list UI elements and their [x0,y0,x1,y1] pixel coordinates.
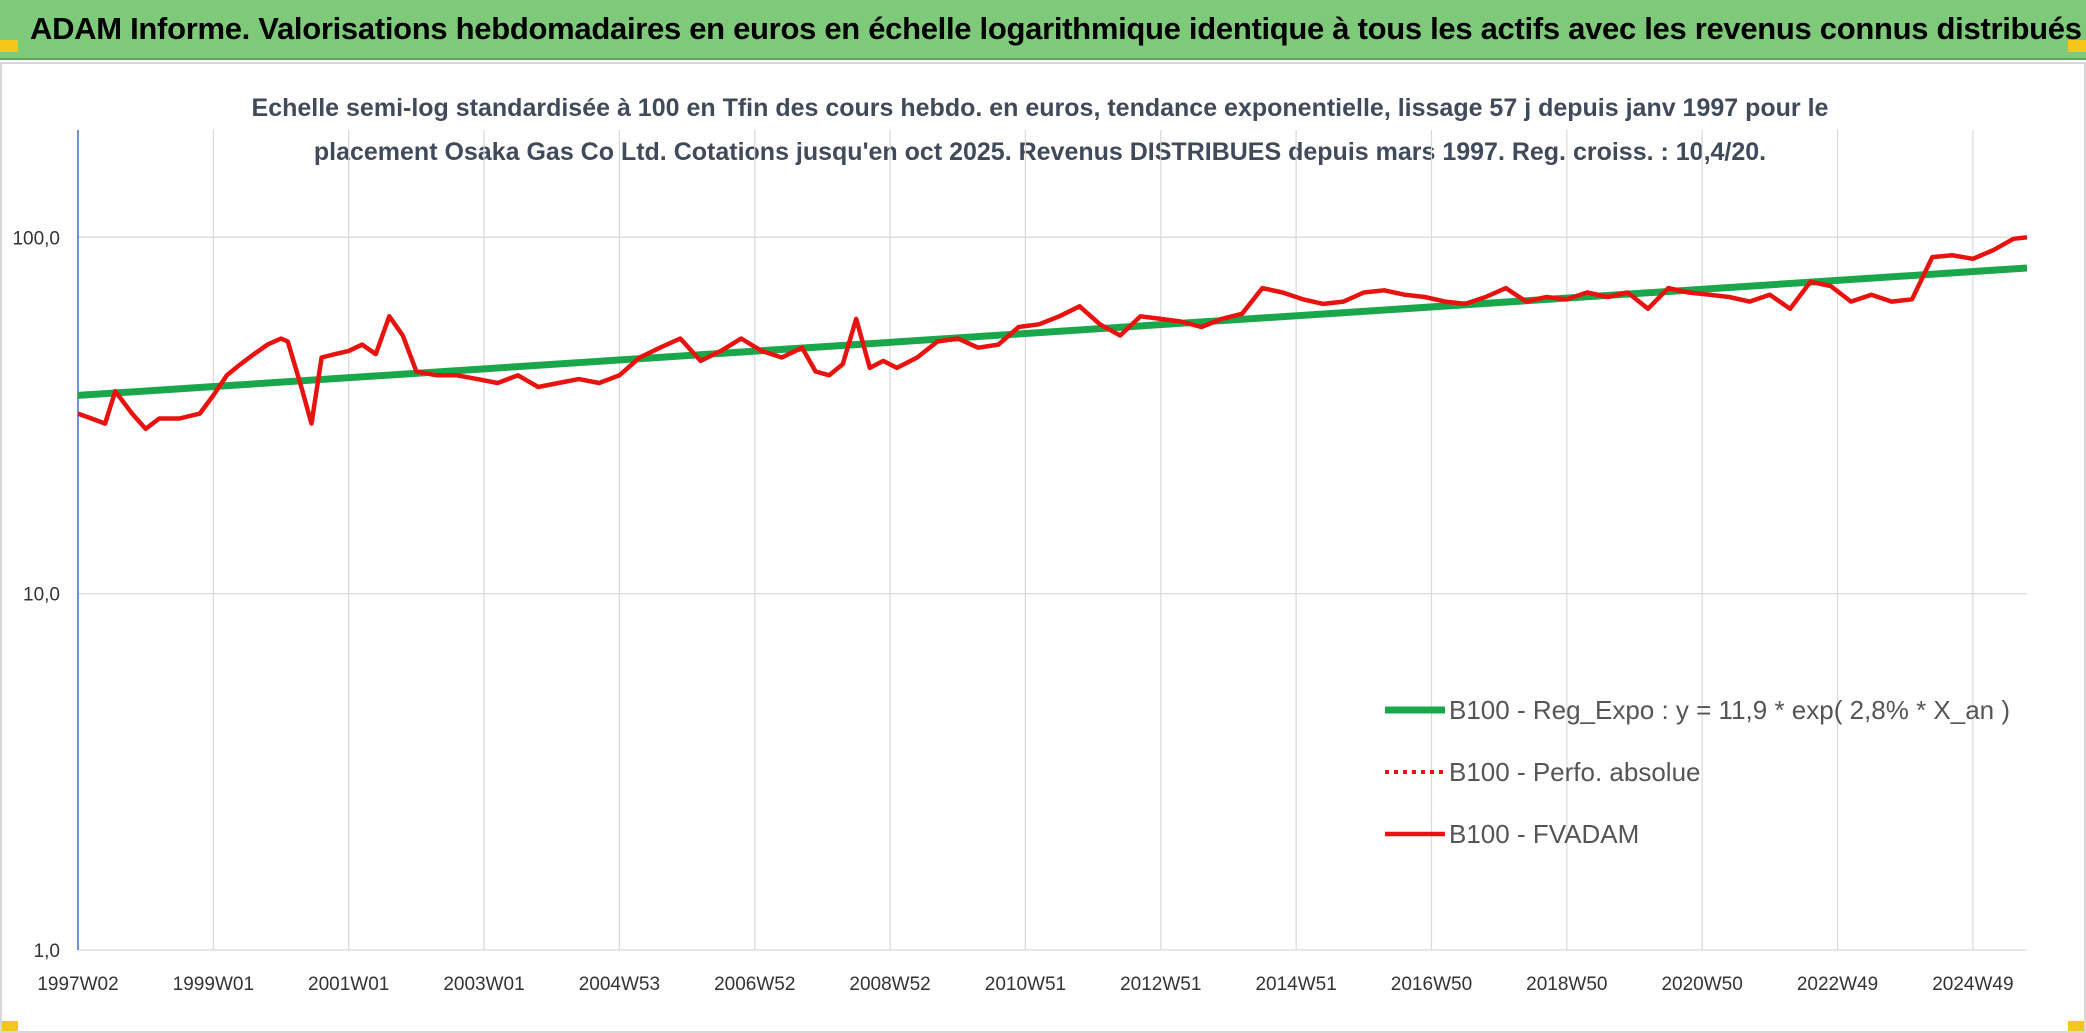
x-tick-label: 2016W50 [1391,974,1472,995]
x-tick-label: 2004W53 [579,974,660,995]
x-tick-label: 2014W51 [1255,974,1336,995]
x-tick-label: 2020W50 [1661,974,1742,995]
series-line-2 [77,235,2028,432]
y-tick-label: 1,0 [34,941,60,962]
x-tick-label: 1999W01 [173,974,254,995]
report-banner: ADAM Informe. Valorisations hebdomadaire… [0,0,2086,60]
x-tick-label: 2012W51 [1120,974,1201,995]
y-tick-label: 100,0 [12,228,60,249]
series-line-0 [77,264,2028,399]
x-tick-label: 2003W01 [443,974,524,995]
chart-title-line-2: placement Osaka Gas Co Ltd. Cotations ju… [313,138,1767,166]
y-tick-label: 10,0 [23,585,60,606]
corner-marker-right [2068,40,2086,52]
legend-label-1: B100 - Perfo. absolue [1449,757,1701,787]
x-tick-label: 2008W52 [849,974,930,995]
corner-marker-left [0,40,18,52]
x-tick-label: 2006W52 [714,974,795,995]
x-tick-label: 2024W49 [1932,974,2013,995]
x-tick-label: 2022W49 [1797,974,1878,995]
x-tick-label: 1997W02 [37,974,118,995]
x-tick-labels: 1997W02 1999W01 2001W01 2003W01 2004W53 2006W… [37,974,2013,995]
vertical-gridlines [77,130,1974,950]
chart-frame [0,62,2086,1033]
corner-marker-bottom-right [2068,1021,2086,1033]
chart-title: Echelle semi-log standardisée à 100 en T… [180,86,1900,174]
x-tick-label: 2010W51 [985,974,1066,995]
horizontal-gridlines [78,236,2027,951]
legend: B100 - Reg_Expo : y = 11,9 * exp( 2,8% *… [1385,695,2010,849]
corner-marker-bottom-left [0,1021,18,1033]
report-title: ADAM Informe. Valorisations hebdomadaire… [30,11,2082,46]
y-tick-labels: 1,0 10,0 100,0 [12,228,60,962]
series-lines [77,235,2028,432]
legend-label-2: B100 - FVADAM [1449,819,1639,849]
chart-title-line-1: Echelle semi-log standardisée à 100 en T… [251,94,1829,122]
x-tick-label: 2018W50 [1526,974,1607,995]
x-tick-label: 2001W01 [308,974,389,995]
legend-label-0: B100 - Reg_Expo : y = 11,9 * exp( 2,8% *… [1449,695,2010,725]
